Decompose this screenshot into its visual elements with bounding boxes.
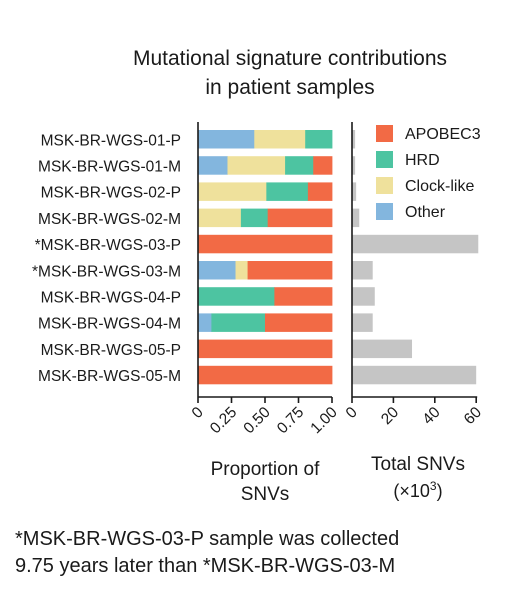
bar-segment-hrd [240, 208, 269, 228]
chart-title-line-1: Mutational signature contributions [132, 47, 447, 70]
total-snv-bar [352, 365, 477, 385]
total-axis-title-line-1: Total SNVs [371, 454, 465, 475]
total-snv-bar [352, 208, 360, 228]
sample-label: *MSK-BR-WGS-03-M [32, 263, 181, 280]
sample-label: MSK-BR-WGS-04-P [41, 289, 181, 306]
bar-segment-clock-like [254, 130, 306, 149]
total-snv-bar [352, 156, 356, 175]
sample-label: MSK-BR-WGS-02-P [41, 185, 181, 202]
bar-segment-apobec3 [247, 261, 333, 280]
bar-segment-apobec3 [265, 313, 333, 332]
total-snv-bar [352, 339, 413, 359]
sample-label: MSK-BR-WGS-05-P [41, 342, 181, 359]
bar-segment-hrd [266, 182, 309, 201]
bar-segment-hrd [211, 313, 266, 332]
total-tick-label: 20 [378, 404, 402, 428]
total-snv-bar [352, 182, 357, 201]
bar-segment-apobec3 [198, 339, 333, 359]
total-snv-bar [352, 261, 373, 280]
legend-swatch-hrd [376, 151, 393, 168]
total-tick-label: 40 [419, 404, 443, 428]
legend-swatch-other [376, 203, 393, 220]
proportion-tick-label: 0.75 [274, 404, 307, 437]
proportion-axis-title-line-1: Proportion of [211, 459, 321, 480]
sample-label: MSK-BR-WGS-04-M [38, 316, 181, 333]
legend-label: APOBEC3 [405, 126, 481, 143]
sample-label: MSK-BR-WGS-05-M [38, 368, 181, 385]
legend-swatch-clock-like [376, 177, 393, 194]
bar-segment-apobec3 [198, 234, 333, 254]
bar-segment-apobec3 [274, 287, 333, 306]
bar-segment-apobec3 [267, 208, 333, 228]
footnote-line-1: *MSK-BR-WGS-03-P sample was collected [15, 528, 400, 550]
footnote-line-2: 9.75 years later than *MSK-BR-WGS-03-M [15, 555, 396, 577]
total-tick-label: 60 [461, 404, 485, 428]
signature-chart: MSK-BR-WGS-01-P MSK-BR-WGS-01-M MSK-BR-WGS… [32, 122, 485, 505]
legend-label: Clock-like [405, 178, 474, 195]
bar-segment-clock-like [198, 208, 242, 228]
proportion-tick-label: 0.50 [240, 404, 274, 438]
bar-segment-apobec3 [307, 182, 333, 201]
bar-segment-hrd [285, 156, 314, 175]
bar-segment-other [198, 313, 212, 332]
total-snv-bar [352, 234, 479, 254]
bar-segment-clock-like [198, 182, 267, 201]
bar-segment-other [198, 261, 236, 280]
sample-label: MSK-BR-WGS-02-M [38, 211, 181, 228]
legend-swatch-apobec3 [376, 125, 393, 142]
proportion-tick-label: 0.25 [207, 404, 240, 437]
sample-label: MSK-BR-WGS-01-M [38, 158, 181, 175]
bar-segment-apobec3 [313, 156, 333, 175]
proportion-tick-label: 1.00 [307, 404, 341, 438]
bar-segment-hrd [198, 287, 275, 306]
total-tick-label: 0 [343, 404, 361, 422]
proportion-axis-title-line-2: SNVs [241, 484, 290, 505]
bar-segment-clock-like [235, 261, 248, 280]
bar-segment-hrd [305, 130, 333, 149]
chart-title-line-2: in patient samples [205, 76, 375, 99]
bar-segment-apobec3 [198, 365, 333, 385]
legend-label: HRD [405, 152, 440, 169]
total-axis-title-line-2: (×103) [393, 479, 442, 501]
total-snv-bar [352, 287, 375, 306]
bar-segment-other [198, 130, 255, 149]
bar-segment-clock-like [227, 156, 286, 175]
total-snv-bar [352, 313, 373, 332]
legend-label: Other [405, 204, 446, 221]
bar-segment-other [198, 156, 228, 175]
sample-label: MSK-BR-WGS-01-P [41, 132, 181, 149]
sample-label: *MSK-BR-WGS-03-P [35, 237, 181, 254]
total-snv-bar [352, 130, 356, 149]
proportion-tick-label: 0 [189, 404, 207, 422]
